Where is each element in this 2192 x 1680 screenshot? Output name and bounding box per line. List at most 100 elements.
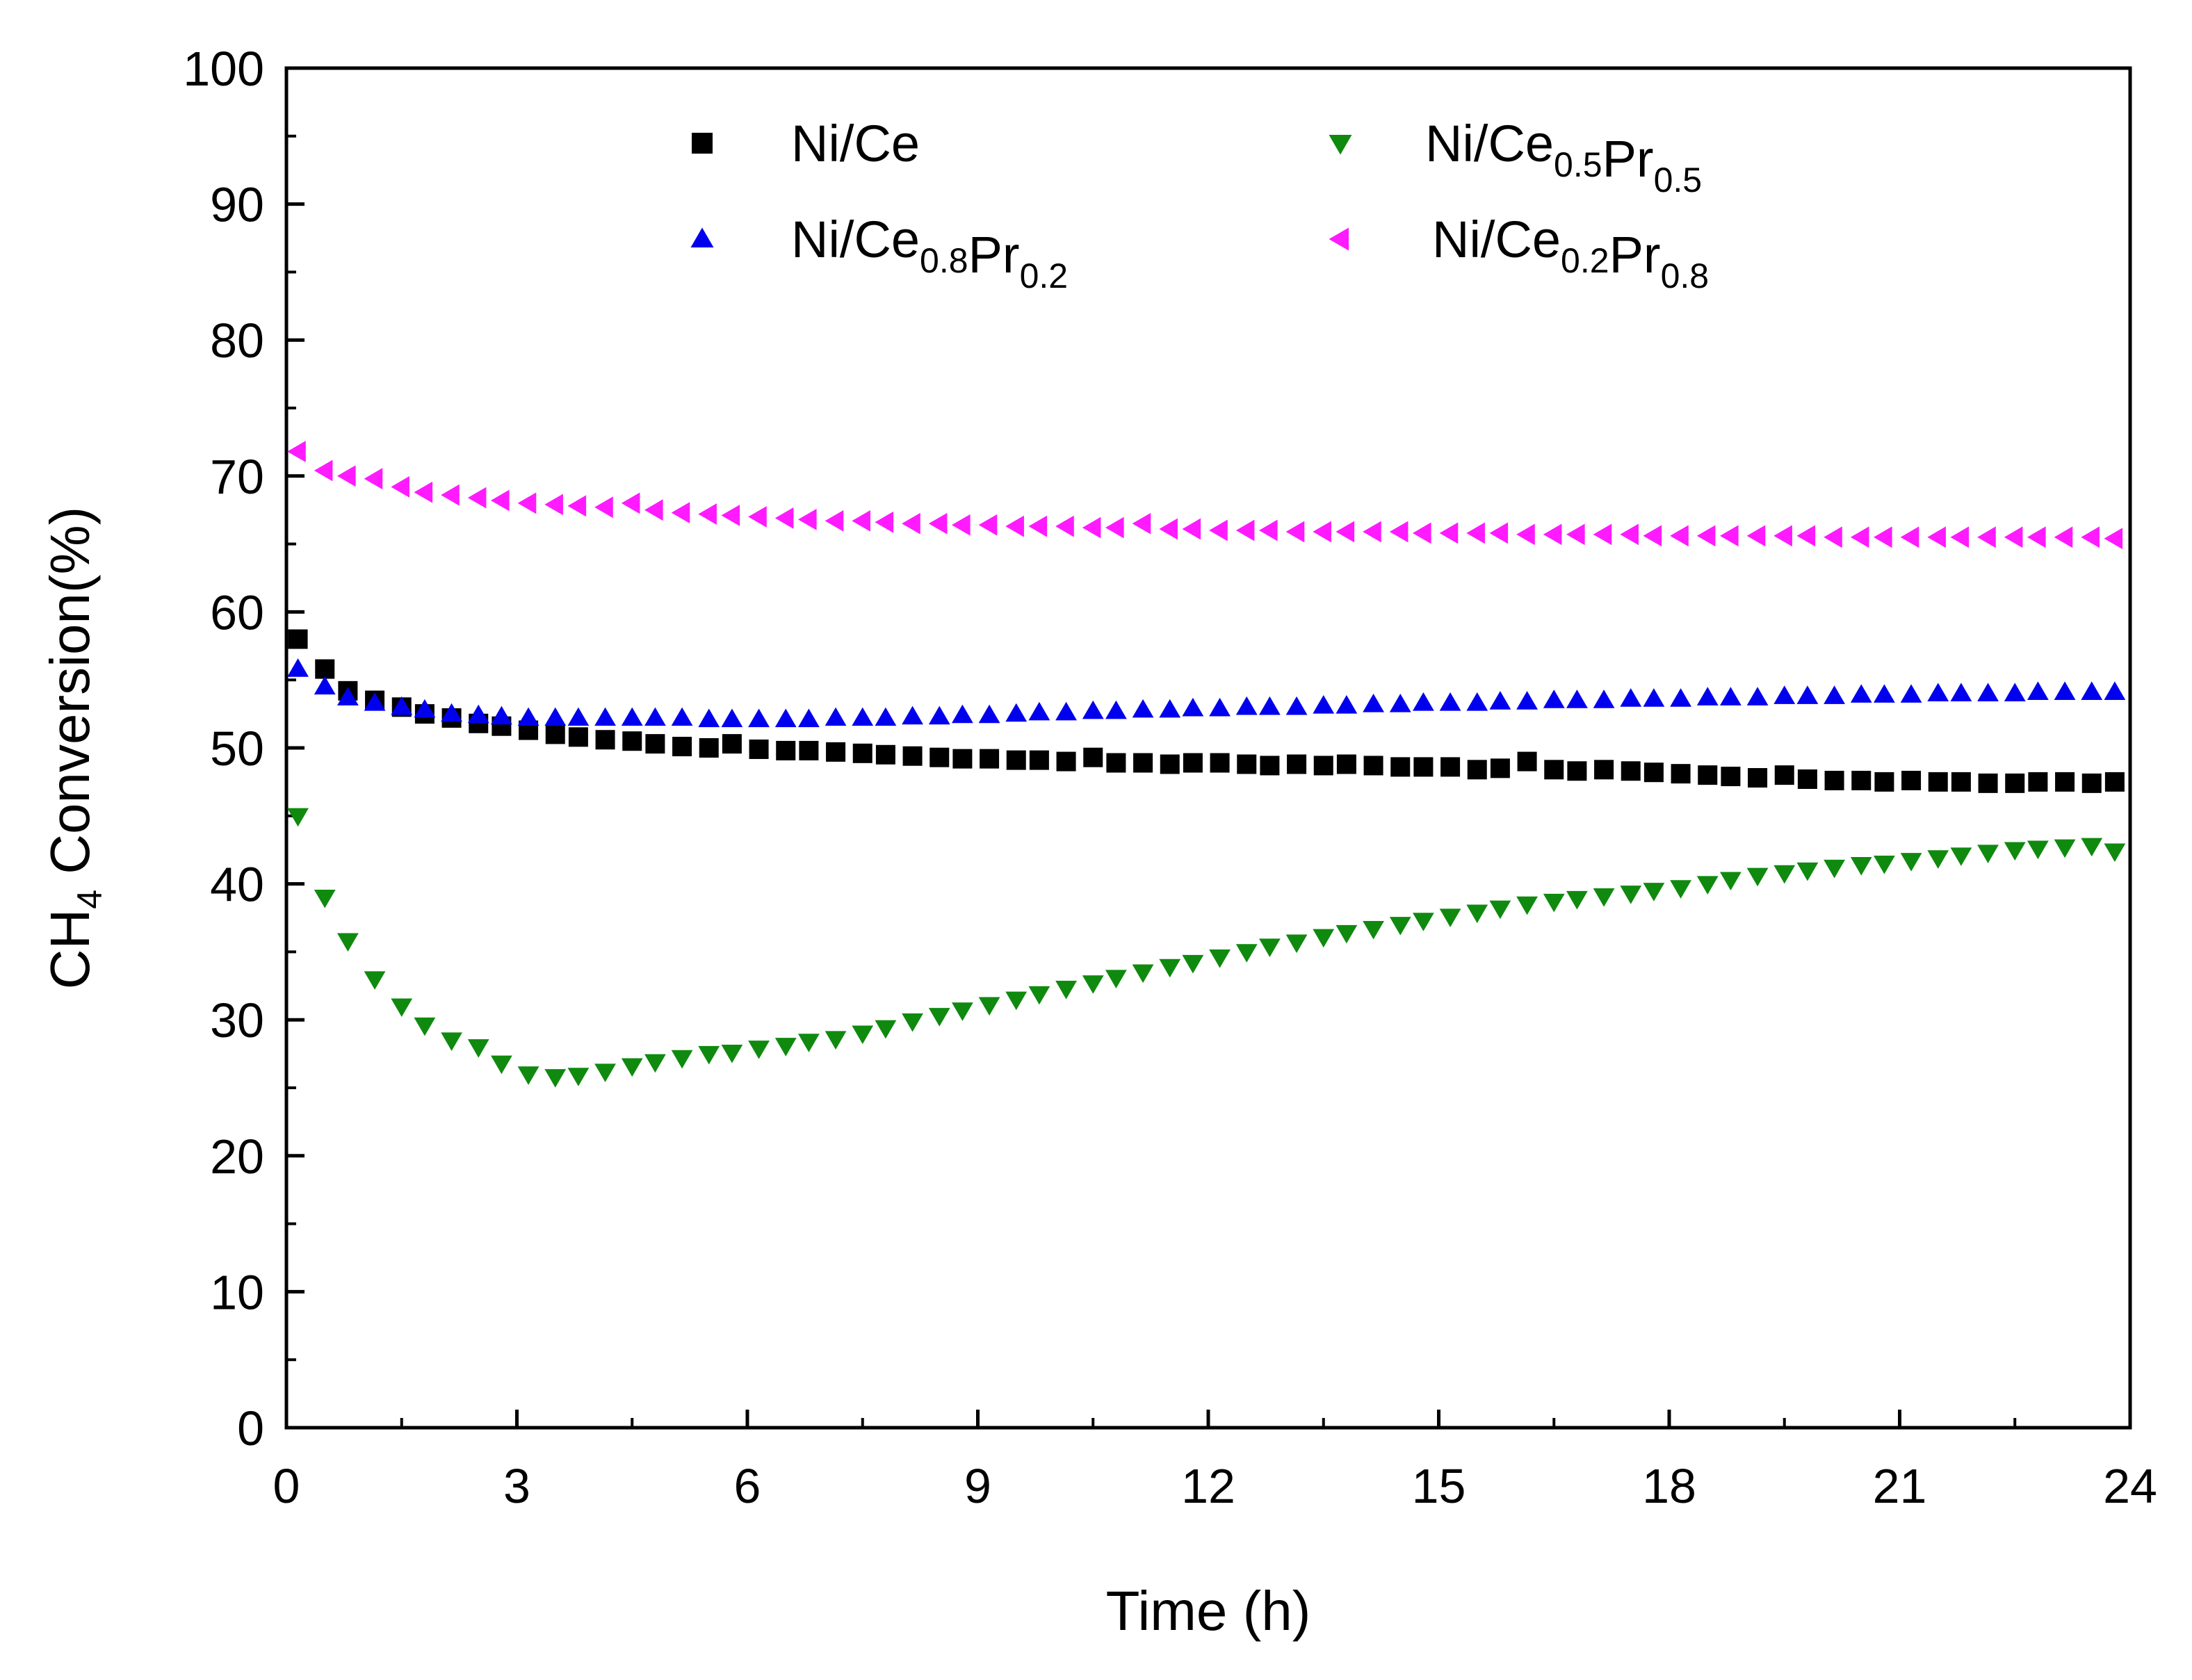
data-point [1159, 699, 1181, 718]
data-point [1390, 757, 1411, 777]
x-tick-label: 21 [1873, 1459, 1927, 1513]
data-point [1413, 522, 1431, 544]
data-point [1237, 754, 1257, 774]
data-point [1439, 692, 1461, 711]
data-point [1132, 699, 1154, 718]
data-point [1594, 760, 1614, 780]
data-point [774, 708, 797, 728]
y-axis-title-prefix: CH [39, 909, 101, 990]
data-point [1643, 525, 1662, 547]
data-point [1671, 764, 1691, 784]
data-point [1721, 767, 1741, 787]
data-point [644, 499, 663, 521]
x-axis-ticks: 0 3 6 9 12 15 18 21 24 [273, 1410, 2157, 1513]
data-point [1796, 525, 1816, 547]
data-point [1620, 523, 1639, 546]
data-point [978, 704, 1000, 724]
data-point [699, 738, 719, 758]
x-tick-label: 12 [1181, 1459, 1235, 1513]
data-point [749, 739, 769, 759]
data-point [491, 706, 512, 725]
data-point [1285, 696, 1308, 715]
data-point [1927, 850, 1949, 869]
data-point [1977, 845, 1999, 864]
data-point [1132, 512, 1151, 535]
data-point [1413, 757, 1434, 777]
data-point [1083, 747, 1103, 767]
data-point [621, 707, 643, 726]
data-point [852, 743, 872, 763]
data-point [545, 724, 565, 744]
legend-entry: Ni/Ce0.5Pr0.5 [1329, 115, 1702, 199]
data-point [1566, 690, 1588, 708]
data-point [1900, 526, 1919, 548]
data-point [1670, 688, 1691, 707]
y-tick-label: 100 [183, 42, 264, 96]
data-point [414, 699, 436, 718]
data-point [721, 708, 743, 728]
y-axis-title-suffix: Conversion(%) [39, 507, 101, 890]
data-point [1516, 691, 1538, 710]
data-point [928, 512, 948, 535]
data-point [1159, 518, 1178, 540]
y-tick-label: 70 [210, 450, 264, 504]
data-point [594, 496, 613, 519]
data-point [491, 1055, 512, 1075]
data-point [1773, 865, 1796, 884]
data-point [1516, 523, 1535, 546]
data-point [1567, 761, 1587, 781]
data-point [1874, 772, 1894, 792]
legend-label-part: Ni/Ce [1425, 115, 1554, 172]
data-point [1696, 876, 1719, 895]
data-point [1235, 944, 1258, 963]
data-point [1287, 754, 1307, 774]
data-point [1950, 526, 1970, 548]
data-point [1928, 772, 1948, 792]
data-point [1363, 756, 1383, 776]
data-point [1313, 694, 1335, 714]
data-point [1182, 518, 1201, 540]
data-point [1313, 756, 1333, 776]
data-point [952, 704, 973, 724]
data-point [337, 933, 359, 952]
data-point [594, 707, 616, 726]
data-point [852, 707, 874, 726]
data-point [621, 1058, 643, 1077]
data-point [1774, 765, 1794, 785]
data-point [1210, 753, 1230, 773]
data-point [1927, 526, 1946, 548]
data-point [1005, 515, 1024, 537]
data-point [517, 1066, 539, 1085]
data-point [1951, 772, 1971, 792]
data-point [1797, 769, 1817, 789]
data-point [798, 508, 817, 530]
data-point [1720, 525, 1739, 547]
data-point [622, 731, 642, 751]
data-point [1285, 934, 1308, 954]
data-point [826, 742, 846, 762]
data-point [517, 707, 539, 726]
data-point [2005, 773, 2025, 793]
y-tick-label: 80 [210, 313, 264, 368]
data-point [1106, 753, 1126, 773]
data-point [1159, 959, 1181, 978]
data-point [2104, 681, 2126, 701]
data-point [467, 704, 489, 724]
x-tick-label: 18 [1642, 1459, 1696, 1513]
data-point [1235, 519, 1255, 541]
y-tick-label: 30 [210, 993, 264, 1047]
y-tick-label: 90 [210, 178, 264, 232]
data-point [287, 808, 309, 827]
data-point [1824, 859, 1845, 879]
data-point [1336, 924, 1358, 944]
data-point [1824, 685, 1845, 704]
data-point [1363, 694, 1384, 712]
data-point [1851, 770, 1872, 790]
data-point [698, 503, 717, 525]
data-point [2004, 683, 2026, 701]
data-point [1977, 526, 1996, 548]
data-point [1773, 525, 1792, 547]
y-axis-ticks: 0 10 20 30 40 50 60 70 80 90 100 [183, 42, 305, 1455]
data-point [2004, 526, 2023, 548]
